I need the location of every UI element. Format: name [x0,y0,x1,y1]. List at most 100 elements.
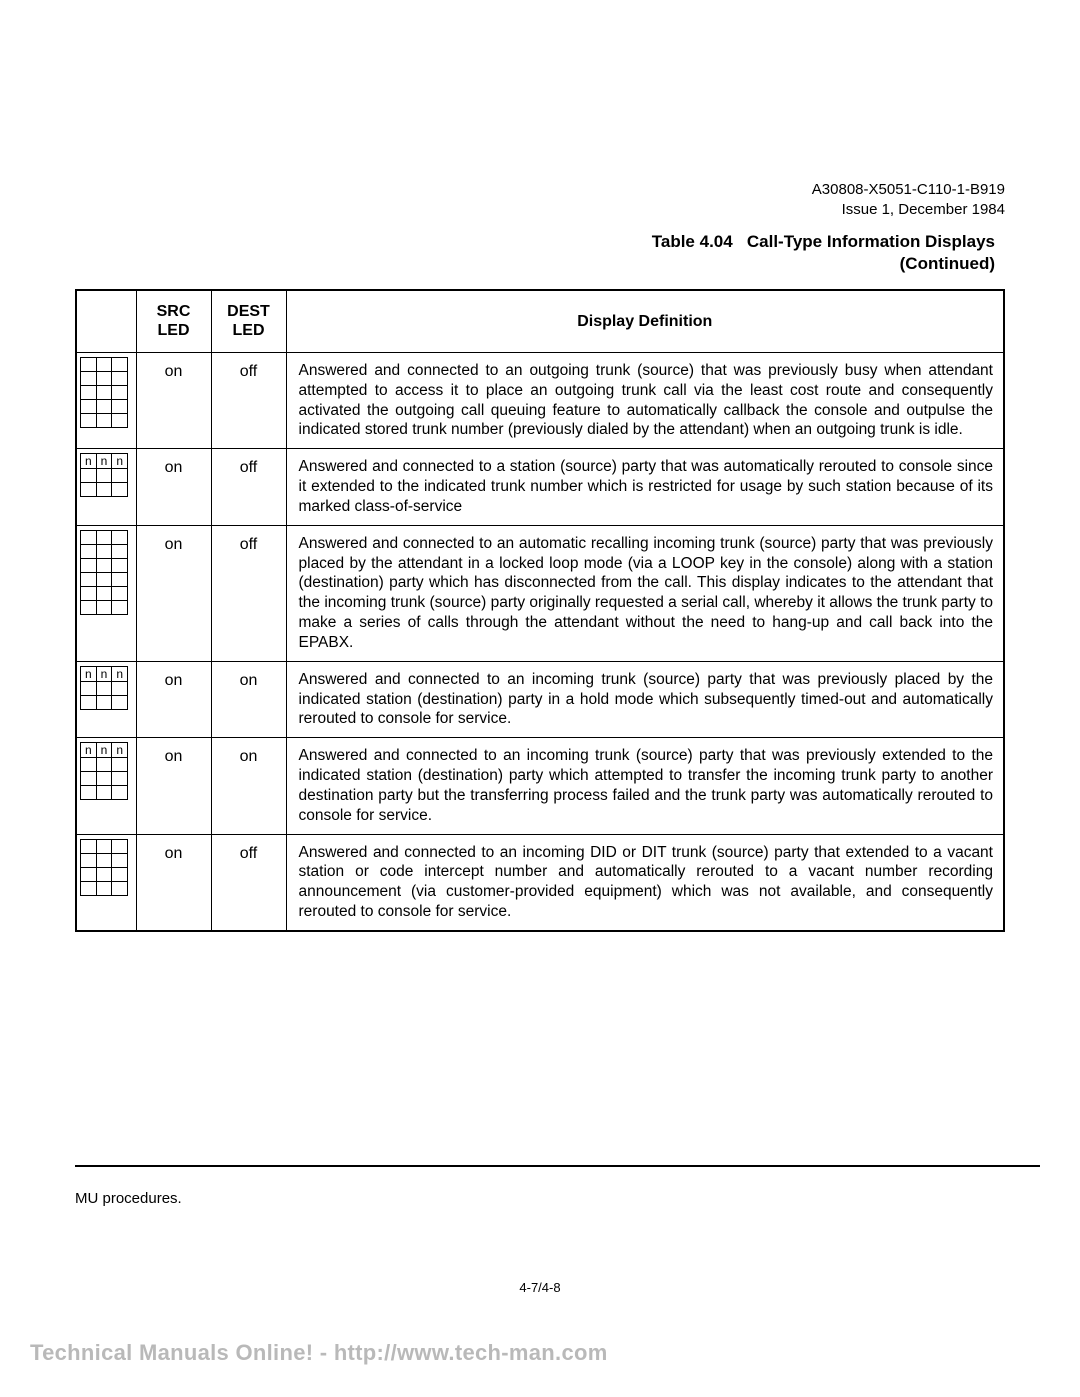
src-led-value: on [136,661,211,737]
table-row: nnnonoffAnswered and connected to a stat… [76,449,1004,525]
table-row: onoffAnswered and connected to an incomi… [76,834,1004,931]
diagram-cell [81,586,97,600]
diagram-cell [81,881,97,895]
dest-led-value: on [211,661,286,737]
diagram-cell [112,357,128,371]
diagram-cell [81,483,97,497]
diagram-cell [81,839,97,853]
doc-ref: A30808-X5051-C110-1-B919 [812,181,1005,198]
diagram-cell [112,558,128,572]
header-diagram [76,290,136,352]
diagram-cell-wrap [76,834,136,931]
diagram-cell [112,786,128,800]
diagram-cell [96,530,112,544]
dest-led-value: off [211,352,286,448]
diagram-cell [81,572,97,586]
table-header-row: SRC LED DEST LED Display Definition [76,290,1004,352]
diagram-cell [81,544,97,558]
header-src: SRC LED [136,290,211,352]
display-definition: Answered and connected to a station (sou… [286,449,1004,525]
src-led-value: on [136,352,211,448]
diagram-cell [96,413,112,427]
diagram-cell [112,867,128,881]
diagram-cell [81,853,97,867]
divider-line [75,1165,1040,1167]
table-row: onoffAnswered and connected to an automa… [76,525,1004,661]
src-led-value: on [136,834,211,931]
header-def: Display Definition [286,290,1004,352]
diagram-grid: nnn [80,666,128,710]
diagram-cell [81,357,97,371]
diagram-cell [96,357,112,371]
dest-led-value: off [211,449,286,525]
diagram-cell-wrap: nnn [76,738,136,834]
diagram-cell [96,586,112,600]
diagram-cell [96,371,112,385]
display-definition: Answered and connected to an incoming tr… [286,661,1004,737]
diagram-cell [112,544,128,558]
diagram-grid [80,357,128,428]
diagram-grid [80,530,128,615]
table-title-line2: (Continued) [900,254,995,273]
doc-issue: Issue 1, December 1984 [842,201,1005,218]
watermark-text: Technical Manuals Online! - http://www.t… [30,1340,608,1366]
diagram-grid: nnn [80,742,128,800]
diagram-cell [96,385,112,399]
diagram-cell [96,695,112,709]
display-definition: Answered and connected to an incoming DI… [286,834,1004,931]
diagram-cell [96,483,112,497]
diagram-cell [112,572,128,586]
diagram-cell [112,385,128,399]
diagram-cell [112,399,128,413]
diagram-cell [96,839,112,853]
diagram-cell [96,600,112,614]
header-dest: DEST LED [211,290,286,352]
diagram-cell [96,881,112,895]
diagram-cell [81,681,97,695]
diagram-cell-wrap [76,525,136,661]
diagram-cell [112,853,128,867]
diagram-cell [112,881,128,895]
diagram-cell: n [112,743,128,758]
diagram-cell [96,544,112,558]
call-type-table: SRC LED DEST LED Display Definition onof… [75,289,1005,932]
table-row: nnnononAnswered and connected to an inco… [76,661,1004,737]
diagram-cell [96,399,112,413]
diagram-cell [112,839,128,853]
footer-note: MU procedures. [75,1190,182,1207]
diagram-cell [81,867,97,881]
table-title: Table 4.04 Call-Type Information Display… [75,231,1005,275]
diagram-cell [112,586,128,600]
table-row: onoffAnswered and connected to an outgoi… [76,352,1004,448]
diagram-cell [112,483,128,497]
src-led-value: on [136,525,211,661]
diagram-cell [81,530,97,544]
diagram-cell: n [96,743,112,758]
dest-led-value: on [211,738,286,834]
table-row: nnnononAnswered and connected to an inco… [76,738,1004,834]
diagram-cell [81,600,97,614]
display-definition: Answered and connected to an outgoing tr… [286,352,1004,448]
diagram-cell [81,558,97,572]
diagram-cell: n [81,454,97,469]
diagram-cell [81,371,97,385]
diagram-cell: n [112,454,128,469]
diagram-grid [80,839,128,896]
diagram-cell: n [96,666,112,681]
diagram-cell [81,786,97,800]
diagram-cell [96,469,112,483]
src-led-value: on [136,738,211,834]
diagram-cell [112,772,128,786]
diagram-cell [96,558,112,572]
dest-led-value: off [211,834,286,931]
diagram-cell: n [81,666,97,681]
diagram-cell [81,413,97,427]
diagram-cell [112,371,128,385]
diagram-cell [81,758,97,772]
diagram-cell [112,413,128,427]
diagram-cell-wrap: nnn [76,449,136,525]
src-led-value: on [136,449,211,525]
diagram-cell [81,399,97,413]
diagram-cell [112,600,128,614]
diagram-cell: n [112,666,128,681]
